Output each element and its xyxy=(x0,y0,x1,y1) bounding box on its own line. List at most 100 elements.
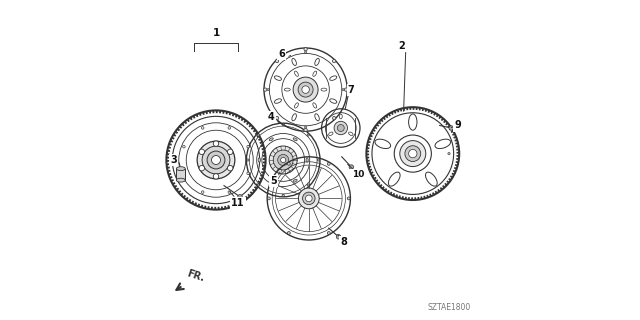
Ellipse shape xyxy=(321,88,327,91)
Circle shape xyxy=(267,89,269,91)
Ellipse shape xyxy=(330,99,337,103)
Circle shape xyxy=(332,116,336,120)
Circle shape xyxy=(293,77,318,102)
Circle shape xyxy=(332,60,336,63)
Circle shape xyxy=(302,86,309,93)
Circle shape xyxy=(280,157,286,163)
Text: 10: 10 xyxy=(351,170,364,179)
Text: 4: 4 xyxy=(268,112,275,122)
Circle shape xyxy=(327,232,330,235)
Circle shape xyxy=(275,60,279,63)
Ellipse shape xyxy=(330,76,337,80)
Circle shape xyxy=(212,156,220,164)
Ellipse shape xyxy=(315,58,319,66)
Circle shape xyxy=(349,165,354,169)
Circle shape xyxy=(227,165,233,171)
Circle shape xyxy=(298,188,319,209)
Circle shape xyxy=(213,174,219,179)
Circle shape xyxy=(282,124,284,126)
Circle shape xyxy=(182,172,185,174)
Circle shape xyxy=(257,134,259,136)
Circle shape xyxy=(228,127,230,129)
Ellipse shape xyxy=(315,114,319,121)
Circle shape xyxy=(182,146,185,148)
FancyBboxPatch shape xyxy=(177,169,186,180)
Circle shape xyxy=(202,146,230,174)
Circle shape xyxy=(273,150,293,170)
Ellipse shape xyxy=(349,132,353,135)
Circle shape xyxy=(337,235,341,239)
Circle shape xyxy=(334,121,348,135)
Circle shape xyxy=(287,162,291,165)
Ellipse shape xyxy=(294,71,298,76)
Circle shape xyxy=(247,159,249,161)
Circle shape xyxy=(298,82,313,97)
Circle shape xyxy=(278,155,289,165)
Circle shape xyxy=(257,184,259,186)
Circle shape xyxy=(305,126,307,128)
Ellipse shape xyxy=(293,179,297,182)
Circle shape xyxy=(307,134,309,136)
Ellipse shape xyxy=(275,76,282,80)
Circle shape xyxy=(268,197,270,200)
Text: 1: 1 xyxy=(212,28,220,38)
Circle shape xyxy=(327,162,330,165)
Circle shape xyxy=(287,232,291,235)
Ellipse shape xyxy=(177,178,186,182)
Text: SZTAE1800: SZTAE1800 xyxy=(427,303,470,312)
Circle shape xyxy=(400,140,426,167)
Ellipse shape xyxy=(313,103,317,108)
Circle shape xyxy=(247,172,250,174)
Circle shape xyxy=(337,124,344,132)
Circle shape xyxy=(348,197,350,200)
Text: 3: 3 xyxy=(170,155,177,165)
Ellipse shape xyxy=(306,158,308,162)
Text: 5: 5 xyxy=(270,176,277,186)
Ellipse shape xyxy=(275,99,282,103)
Ellipse shape xyxy=(258,158,260,162)
Circle shape xyxy=(264,88,267,91)
Circle shape xyxy=(213,141,219,146)
Ellipse shape xyxy=(375,139,390,148)
Ellipse shape xyxy=(284,88,290,91)
Circle shape xyxy=(342,89,344,91)
Circle shape xyxy=(199,165,205,171)
Circle shape xyxy=(238,195,243,199)
Text: 2: 2 xyxy=(398,41,405,52)
Circle shape xyxy=(307,184,309,186)
Ellipse shape xyxy=(408,114,417,130)
Text: 9: 9 xyxy=(454,120,461,131)
Ellipse shape xyxy=(426,172,437,186)
Text: 7: 7 xyxy=(348,84,355,95)
Text: 8: 8 xyxy=(340,236,347,247)
Circle shape xyxy=(304,48,307,51)
Circle shape xyxy=(317,159,319,161)
Ellipse shape xyxy=(293,138,297,141)
Circle shape xyxy=(197,141,235,179)
Circle shape xyxy=(282,194,284,196)
Ellipse shape xyxy=(177,167,186,171)
Ellipse shape xyxy=(388,172,400,186)
Ellipse shape xyxy=(435,139,451,148)
Circle shape xyxy=(275,116,279,120)
Ellipse shape xyxy=(328,132,333,135)
Text: 11: 11 xyxy=(231,198,245,208)
Circle shape xyxy=(405,146,420,162)
Circle shape xyxy=(199,149,205,155)
Circle shape xyxy=(207,151,225,169)
Circle shape xyxy=(269,146,297,174)
Ellipse shape xyxy=(294,103,298,108)
Circle shape xyxy=(202,191,204,193)
Text: FR.: FR. xyxy=(186,269,206,284)
Circle shape xyxy=(408,149,417,158)
Ellipse shape xyxy=(292,114,296,121)
Ellipse shape xyxy=(339,114,342,119)
Circle shape xyxy=(449,126,453,130)
Ellipse shape xyxy=(269,138,273,141)
Circle shape xyxy=(303,192,315,205)
Circle shape xyxy=(344,88,348,91)
Circle shape xyxy=(227,149,233,155)
Circle shape xyxy=(304,128,307,132)
Circle shape xyxy=(448,152,450,155)
Ellipse shape xyxy=(313,71,317,76)
